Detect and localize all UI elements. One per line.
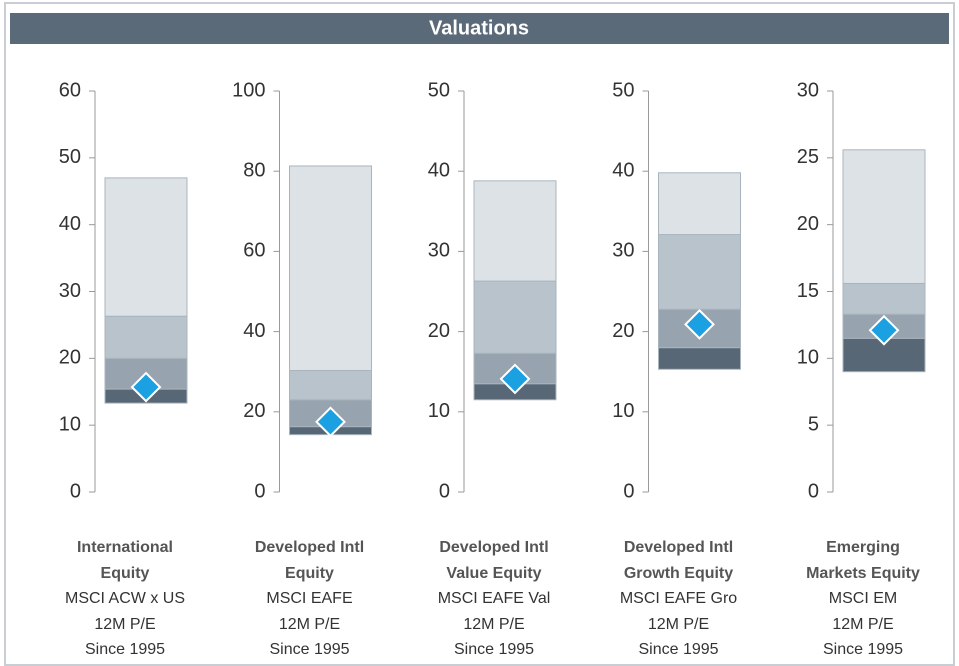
index-name: MSCI EAFE bbox=[266, 590, 353, 607]
panel-label: Emerging Markets Equity MSCI EM 12M P/E Sin… bbox=[796, 535, 930, 663]
range-segment bbox=[658, 234, 741, 310]
index-name: MSCI ACW x US bbox=[64, 590, 185, 607]
y-tick-label: 50 bbox=[428, 79, 450, 101]
y-tick-label: 5 bbox=[808, 413, 819, 435]
current-marker bbox=[684, 308, 715, 340]
panel-label: Developed Intl Equity MSCI EAFE 12M P/E Sin… bbox=[243, 535, 377, 663]
metric: 12M P/E bbox=[94, 615, 156, 633]
metric: 12M P/E bbox=[278, 615, 341, 633]
panel-label: Developed Intl Value Equity MSCI EAFE Val… bbox=[427, 535, 561, 663]
metric: 12M P/E bbox=[463, 615, 525, 633]
y-tick-label: 30 bbox=[797, 79, 819, 101]
panel-label: Developed Intl Growth Equity MSCI EAFE Gr… bbox=[612, 535, 746, 663]
current-marker bbox=[499, 363, 531, 395]
range-segment bbox=[104, 177, 188, 317]
range-segment bbox=[104, 315, 188, 359]
y-tick-label: 20 bbox=[612, 320, 634, 342]
y-tick-label: 0 bbox=[439, 480, 450, 502]
fund-name: Developed Intl Growth Equity bbox=[623, 539, 734, 582]
y-tick-label: 30 bbox=[612, 240, 634, 262]
y-tick-label: 40 bbox=[612, 159, 634, 181]
chart-title: Valuations bbox=[429, 17, 529, 39]
y-tick-label: 20 bbox=[59, 347, 81, 369]
y-tick-label: 15 bbox=[797, 280, 819, 302]
y-tick-label: 10 bbox=[428, 400, 450, 422]
metric: 12M P/E bbox=[832, 615, 894, 633]
current-marker bbox=[130, 371, 162, 403]
y-tick-label: 30 bbox=[428, 240, 450, 262]
since: Since 1995 bbox=[269, 641, 350, 658]
y-tick-label: 40 bbox=[428, 159, 450, 181]
y-tick-label: 10 bbox=[59, 413, 81, 435]
index-name: MSCI EAFE Val bbox=[437, 590, 551, 607]
fund-name: Developed Intl Value Equity bbox=[439, 539, 549, 582]
y-tick-label: 40 bbox=[243, 320, 265, 342]
fund-name: Developed Intl Equity bbox=[254, 539, 365, 582]
range-segment bbox=[289, 369, 372, 401]
y-tick-label: 20 bbox=[797, 213, 819, 235]
y-tick-label: 60 bbox=[59, 79, 81, 101]
y-tick-label: 25 bbox=[797, 146, 819, 168]
range-segment bbox=[842, 149, 926, 284]
panel-label: International Equity MSCI ACW x US 12M P/E… bbox=[58, 535, 192, 663]
index-name: MSCI EM bbox=[828, 590, 898, 607]
y-tick-label: 60 bbox=[243, 240, 265, 262]
y-tick-label: 0 bbox=[808, 480, 819, 502]
y-tick-label: 80 bbox=[243, 159, 265, 181]
range-segment bbox=[658, 347, 741, 370]
y-tick-label: 50 bbox=[612, 79, 634, 101]
y-tick-label: 20 bbox=[428, 320, 450, 342]
y-tick-label: 10 bbox=[797, 347, 819, 369]
range-segment bbox=[842, 282, 926, 315]
current-marker bbox=[868, 314, 900, 346]
range-segment bbox=[658, 172, 741, 236]
y-tick-label: 50 bbox=[59, 146, 81, 168]
since: Since 1995 bbox=[453, 641, 535, 658]
since: Since 1995 bbox=[638, 641, 719, 658]
fund-name: International Equity bbox=[76, 539, 173, 582]
frame bbox=[4, 2, 955, 666]
y-tick-label: 20 bbox=[243, 400, 265, 422]
y-tick-label: 40 bbox=[59, 213, 81, 235]
since: Since 1995 bbox=[822, 641, 904, 658]
y-tick-label: 0 bbox=[623, 480, 634, 502]
range-segment bbox=[473, 180, 557, 282]
y-tick-label: 10 bbox=[612, 400, 634, 422]
current-marker bbox=[315, 406, 346, 438]
metric: 12M P/E bbox=[647, 615, 710, 633]
y-tick-label: 0 bbox=[254, 480, 265, 502]
fund-name: Emerging Markets Equity bbox=[806, 539, 920, 582]
range-segment bbox=[289, 165, 372, 371]
y-tick-label: 30 bbox=[59, 280, 81, 302]
range-segment bbox=[473, 280, 557, 354]
y-tick-label: 100 bbox=[232, 79, 265, 101]
y-tick-label: 0 bbox=[70, 480, 81, 502]
header-bar bbox=[10, 13, 949, 44]
since: Since 1995 bbox=[84, 641, 166, 658]
index-name: MSCI EAFE Gro bbox=[619, 590, 738, 607]
